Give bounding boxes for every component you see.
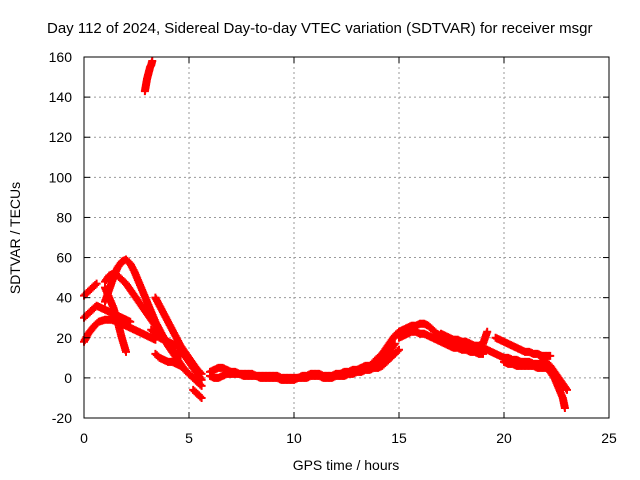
series-track-k: [140, 57, 157, 96]
data-point: [91, 280, 100, 289]
data-point: [126, 317, 135, 326]
data-point: [563, 385, 571, 394]
series-track-o: [395, 327, 487, 358]
series-track-a: [80, 279, 101, 300]
series-track-p: [437, 327, 492, 350]
data-point: [483, 327, 492, 336]
x-tick-label: 5: [185, 430, 193, 446]
series-track-u: [542, 361, 569, 412]
series-track-j: [189, 385, 206, 402]
data-point: [176, 361, 185, 370]
data-point: [196, 392, 205, 401]
axis-ticks: 0 5 10 15 20 25 -20 0 20 40 60 80 100 120 140 160: [49, 49, 617, 446]
series-track-r: [491, 333, 555, 360]
y-axis-label: SDTVAR / TECUs: [7, 182, 23, 294]
y-tick-label: 60: [56, 250, 72, 266]
data-point: [546, 351, 555, 360]
series-track-f: [101, 283, 130, 356]
series-track-e: [101, 255, 206, 390]
data-points: [80, 57, 571, 412]
y-tick-label: 40: [56, 290, 72, 306]
series-track-i: [151, 349, 185, 370]
y-tick-label: 20: [56, 330, 72, 346]
data-point: [395, 345, 403, 354]
series-track-h: [151, 293, 206, 378]
data-point: [197, 393, 206, 402]
data-point: [92, 279, 101, 288]
y-tick-label: 140: [49, 89, 73, 105]
data-point: [561, 384, 570, 393]
y-tick-label: 160: [49, 49, 73, 65]
y-tick-label: 100: [49, 169, 73, 185]
plot-frame: [83, 56, 610, 419]
y-tick-label: 0: [64, 370, 72, 386]
series-track-s: [500, 357, 555, 372]
y-tick-label: 120: [49, 129, 73, 145]
data-point: [393, 347, 402, 356]
y-tick-label: -20: [52, 410, 72, 426]
data-point: [148, 57, 157, 66]
y-tick-label: 80: [56, 209, 72, 225]
x-tick-label: 10: [286, 430, 302, 446]
x-tick-label: 20: [496, 430, 512, 446]
series-track-m: [206, 345, 403, 384]
x-axis-label: GPS time / hours: [293, 457, 400, 473]
data-point: [197, 369, 206, 378]
x-tick-label: 15: [391, 430, 407, 446]
series-track-q: [479, 343, 550, 370]
chart-title: Day 112 of 2024, Sidereal Day-to-day VTE…: [47, 20, 592, 37]
x-tick-label: 0: [80, 430, 88, 446]
data-point: [196, 368, 205, 377]
data-point: [122, 347, 130, 356]
x-tick-label: 25: [601, 430, 617, 446]
data-point: [560, 403, 569, 412]
